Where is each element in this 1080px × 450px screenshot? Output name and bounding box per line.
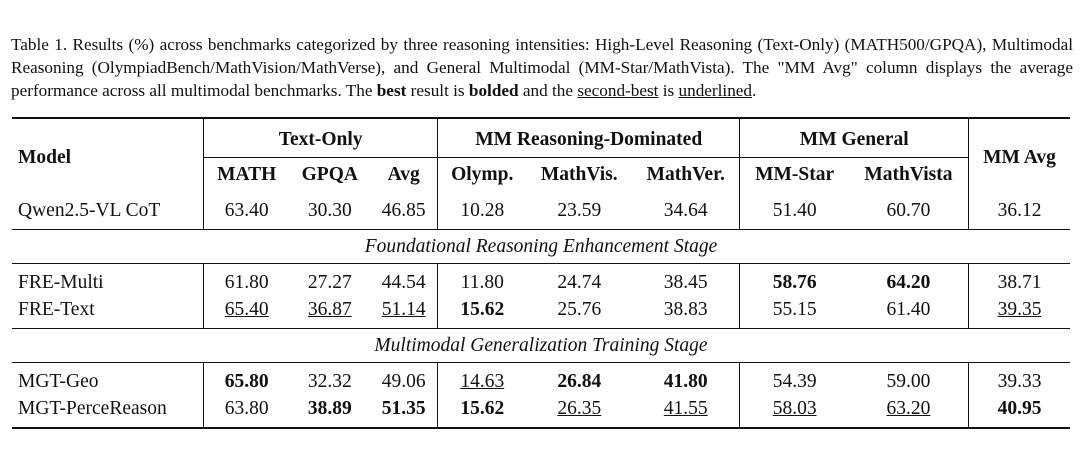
table-caption: Table 1. Results (%) across benchmarks c… (11, 33, 1073, 102)
cell-mathvista: 59.00 (848, 362, 970, 395)
cell-avg: 49.06 (370, 362, 439, 395)
cell-avg: 46.85 (370, 192, 439, 230)
cell-mmstar: 58.03 (739, 395, 849, 429)
cell-mathver: 34.64 (632, 192, 741, 230)
col-header-avg: Avg (370, 157, 439, 192)
cell-mmstar: 54.39 (772, 370, 817, 392)
cell-mathvista: 60.70 (848, 192, 970, 230)
col-header-olymp: Olymp. (437, 157, 527, 192)
cell-mmavg: 38.71 (997, 271, 1042, 293)
header-row-columns: MATH GPQA Avg Olymp. MathVis. MathVer. M… (12, 157, 1070, 192)
cell-mathvis: 26.84 (557, 370, 602, 392)
caption-text: and the (518, 81, 578, 100)
col-header-model: Model (12, 117, 205, 192)
cell-mathvista: 64.20 (848, 263, 970, 296)
col-header-gpqa: GPQA (289, 157, 371, 192)
cell-mmavg: 36.12 (968, 192, 1070, 230)
stage-row-multimodal: Multimodal Generalization Training Stage (12, 328, 1070, 363)
cell-model: MGT-PerceReason (12, 395, 205, 429)
cell-avg: 51.14 (370, 296, 439, 329)
col-header-mm-avg: MM Avg (968, 117, 1070, 192)
caption-best-word: best (376, 81, 407, 100)
group-header-text-only: Text-Only (203, 117, 438, 158)
cell-model: FRE-Multi (12, 263, 205, 296)
cell-model: Qwen2.5-VL CoT (12, 192, 205, 230)
cell-mmavg: 40.95 (968, 395, 1070, 429)
cell-olymp: 15.62 (437, 395, 527, 429)
table-row-baseline: Qwen2.5-VL CoT 63.40 30.30 46.85 10.28 2… (12, 192, 1070, 230)
cell-mathvis: 25.76 (526, 296, 633, 329)
col-header-mathver: MathVer. (632, 157, 741, 192)
cell-gpqa: 36.87 (289, 296, 371, 329)
caption-text: . (752, 81, 757, 100)
cell-gpqa: 32.32 (307, 370, 352, 392)
group-header-mm-reasoning: MM Reasoning-Dominated (437, 117, 741, 158)
cell-mathvis: 24.74 (557, 271, 602, 293)
results-table: Model Text-Only MM Reasoning-Dominated M… (12, 117, 1070, 429)
cell-math: 63.40 (203, 192, 290, 230)
col-header-math: MATH (203, 157, 290, 192)
cell-mmavg: 39.33 (997, 370, 1042, 392)
cell-olymp: 15.62 (437, 296, 527, 329)
cell-mathvis: 26.35 (526, 395, 633, 429)
table-row-mgt-geo: MGT-Geo 65.80 32.32 49.06 14.63 26.84 41… (12, 362, 1070, 395)
cell-mathver: 41.80 (632, 362, 741, 395)
col-header-mathvista: MathVista (848, 157, 970, 192)
cell-mmstar: 58.76 (772, 271, 817, 293)
cell-mathvista: 61.40 (848, 296, 970, 329)
cell-olymp: 14.63 (460, 370, 505, 392)
cell-avg: 44.54 (370, 263, 439, 296)
caption-underlined-word: underlined (678, 81, 753, 100)
caption-bolded-word: bolded (468, 81, 519, 100)
table-row-mgt-percereason: MGT-PerceReason 63.80 38.89 51.35 15.62 … (12, 395, 1070, 429)
cell-mathvista: 63.20 (848, 395, 970, 429)
caption-text: Table 1. Results (%) across benchmarks c… (11, 35, 1073, 100)
cell-mmavg: 39.35 (968, 296, 1070, 329)
caption-text: is (658, 81, 679, 100)
group-header-mm-general: MM General (739, 117, 970, 158)
cell-mathver: 41.55 (632, 395, 741, 429)
table-row-fre-multi: FRE-Multi 61.80 27.27 44.54 11.80 24.74 … (12, 263, 1070, 296)
cell-gpqa: 38.89 (289, 395, 371, 429)
stage-row-foundational: Foundational Reasoning Enhancement Stage (12, 229, 1070, 264)
caption-second-best-word: second-best (577, 81, 659, 100)
cell-gpqa: 30.30 (289, 192, 371, 230)
cell-mathver: 38.45 (632, 263, 741, 296)
cell-mathvis: 23.59 (526, 192, 633, 230)
cell-gpqa: 27.27 (307, 271, 352, 293)
cell-model: FRE-Text (12, 296, 205, 329)
stage-title: Multimodal Generalization Training Stage (12, 328, 1070, 363)
cell-olymp: 11.80 (460, 271, 504, 293)
cell-math: 65.40 (203, 296, 290, 329)
cell-math: 63.80 (203, 395, 290, 429)
cell-model: MGT-Geo (12, 362, 205, 395)
cell-avg: 51.35 (370, 395, 439, 429)
header-row-groups: Model Text-Only MM Reasoning-Dominated M… (12, 117, 1070, 192)
cell-mmstar: 51.40 (739, 192, 849, 230)
cell-mmstar: 55.15 (739, 296, 849, 329)
col-header-mathvis: MathVis. (526, 157, 633, 192)
cell-math: 61.80 (224, 271, 269, 293)
cell-math: 65.80 (224, 370, 269, 392)
cell-olymp: 10.28 (437, 192, 527, 230)
stage-title: Foundational Reasoning Enhancement Stage (12, 229, 1070, 264)
table-row-fre-text: FRE-Text 65.40 36.87 51.14 15.62 25.76 3… (12, 296, 1070, 329)
cell-mathver: 38.83 (632, 296, 741, 329)
col-header-mmstar: MM-Star (739, 157, 849, 192)
caption-text: result is (406, 81, 469, 100)
